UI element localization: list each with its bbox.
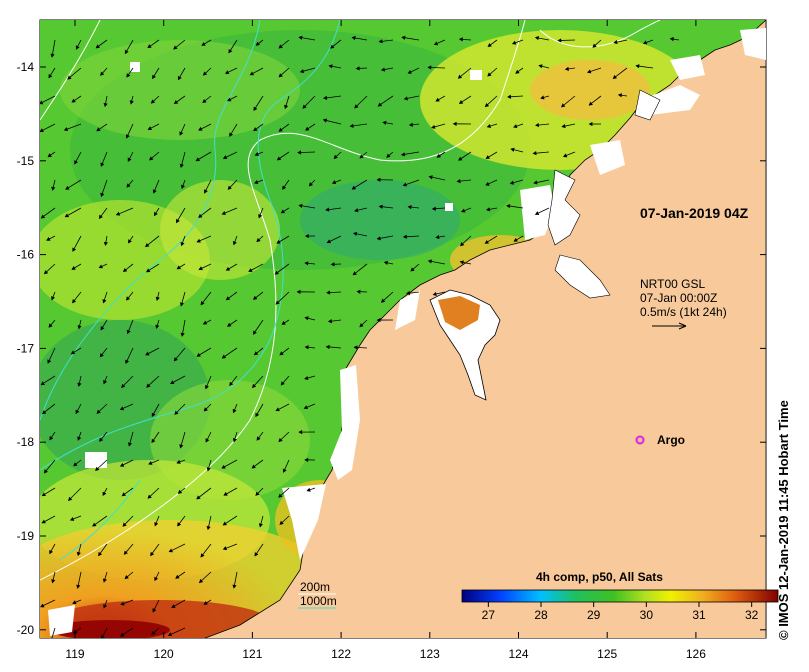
imos-credit: © IMOS 12-Jan-2019 11:45 Hobart Time bbox=[776, 400, 791, 640]
longitude-axis: 119 120 121 122 123 124 125 126 bbox=[65, 20, 706, 661]
svg-text:NRT00 GSL: NRT00 GSL bbox=[640, 277, 705, 291]
lon-tick-label: 119 bbox=[65, 647, 84, 661]
lon-tick-label: 125 bbox=[597, 647, 617, 661]
lat-tick-label: -18 bbox=[17, 435, 35, 449]
lat-tick-label: -17 bbox=[17, 341, 35, 355]
colorbar-tick-label: 31 bbox=[692, 608, 706, 622]
lat-tick-label: -15 bbox=[17, 154, 35, 168]
lat-tick-label: -14 bbox=[17, 60, 35, 74]
coastal-islands bbox=[547, 89, 661, 299]
contour-legend: 200m 1000m bbox=[298, 580, 337, 609]
lon-tick-label: 120 bbox=[154, 647, 174, 661]
colorbar-tick-label: 29 bbox=[587, 608, 601, 622]
latitude-axis: -14 -15 -16 -17 -18 -19 -20 bbox=[17, 60, 766, 637]
sst-colorbar: 4h comp, p50, All Sats 27 28 29 30 31 32 bbox=[461, 570, 779, 622]
contour-200m bbox=[40, 20, 661, 581]
lat-tick-label: -19 bbox=[17, 529, 35, 543]
svg-text:07-Jan 00:00Z: 07-Jan 00:00Z bbox=[640, 291, 717, 305]
current-vectors bbox=[40, 35, 680, 638]
argo-float-marker: Argo bbox=[635, 433, 685, 447]
current-legend: NRT00 GSL 07-Jan 00:00Z 0.5m/s (1kt 24h) bbox=[640, 277, 727, 330]
colorbar-tick-label: 30 bbox=[640, 608, 654, 622]
svg-text:Argo: Argo bbox=[657, 433, 685, 447]
lat-tick-label: -20 bbox=[17, 623, 35, 637]
lon-tick-label: 126 bbox=[686, 647, 706, 661]
contour-1000m bbox=[40, 20, 341, 561]
colorbar-tick-label: 32 bbox=[745, 608, 759, 622]
lat-tick-label: -16 bbox=[17, 248, 35, 262]
time-stamp-label: 07-Jan-2019 04Z bbox=[640, 205, 749, 221]
lon-tick-label: 123 bbox=[420, 647, 440, 661]
svg-text:1000m: 1000m bbox=[300, 594, 337, 608]
colorbar-tick-label: 27 bbox=[482, 608, 496, 622]
colorbar-tick-label: 28 bbox=[534, 608, 548, 622]
svg-text:0.5m/s (1kt 24h): 0.5m/s (1kt 24h) bbox=[640, 305, 727, 319]
lon-tick-label: 122 bbox=[331, 647, 351, 661]
svg-text:200m: 200m bbox=[300, 580, 330, 594]
svg-text:4h comp, p50, All Sats: 4h comp, p50, All Sats bbox=[536, 570, 663, 584]
lon-tick-label: 121 bbox=[242, 647, 262, 661]
sst-patches bbox=[40, 30, 700, 638]
lon-tick-label: 124 bbox=[508, 647, 528, 661]
